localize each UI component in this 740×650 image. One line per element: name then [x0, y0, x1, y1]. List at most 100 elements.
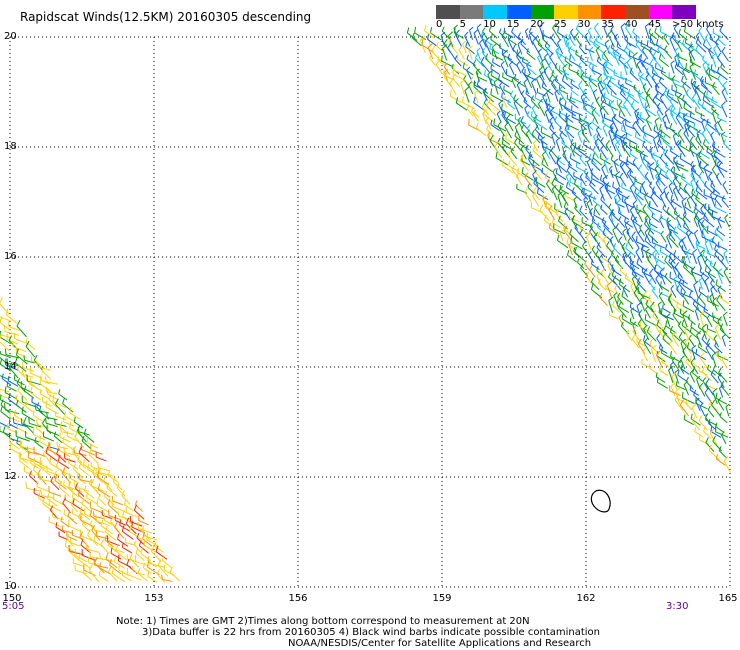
wind-barb [647, 233, 659, 244]
wind-barb [33, 492, 46, 499]
wind-barb [119, 519, 122, 526]
wind-barb [622, 141, 633, 152]
wind-barb [521, 93, 528, 103]
wind-barb [8, 326, 20, 332]
wind-barb [708, 47, 712, 51]
wind-barb [464, 86, 470, 91]
wind-barb [129, 557, 139, 568]
wind-barb [644, 171, 649, 177]
wind-barb [690, 160, 694, 165]
wind-barb [542, 150, 547, 156]
wind-barb [647, 254, 651, 260]
wind-barb [621, 242, 626, 248]
wind-barb [488, 101, 500, 111]
wind-barb [5, 308, 9, 315]
wind-barb [480, 31, 483, 38]
wind-barb [682, 291, 687, 296]
wind-barb [699, 352, 704, 359]
wind-barb [683, 128, 688, 134]
wind-barb [698, 150, 702, 157]
wind-barb [139, 545, 149, 554]
wind-barb [487, 74, 494, 87]
wind-barb [722, 84, 729, 96]
wind-barb [71, 492, 74, 498]
wind-barb [8, 380, 19, 387]
wind-barb [98, 467, 111, 472]
wind-barb [14, 414, 25, 422]
wind-barb [37, 469, 41, 475]
wind-barb [591, 161, 601, 172]
wind-barb [623, 64, 628, 76]
wind-barb [627, 88, 631, 95]
wind-barb [568, 161, 571, 167]
wind-barb [717, 400, 725, 411]
wind-barb [716, 458, 726, 466]
note-line-3: NOAA/NESDIS/Center for Satellite Applica… [288, 638, 592, 649]
wind-barb [490, 88, 493, 95]
wind-barb [686, 229, 690, 234]
wind-barb [515, 118, 527, 125]
wind-barb [584, 260, 587, 265]
wind-barb [661, 313, 674, 321]
wind-barb [698, 420, 709, 431]
wind-barb [669, 339, 673, 345]
wind-barb [700, 272, 705, 277]
wind-barb [62, 497, 66, 504]
wind-barb [667, 94, 679, 104]
wind-barb [59, 426, 62, 432]
wind-barb [96, 470, 100, 477]
wind-barb [677, 145, 686, 157]
wind-barb [618, 278, 622, 285]
wind-barb [682, 70, 688, 81]
wind-barb [595, 250, 599, 256]
wind-barb [96, 505, 110, 513]
wind-barb [681, 319, 685, 326]
wind-barb [659, 123, 662, 130]
wind-barb [722, 355, 726, 360]
wind-barb [645, 93, 651, 98]
wind-barb [590, 168, 594, 174]
wind-barb [629, 182, 635, 189]
wind-barb [472, 64, 482, 75]
wind-barb [603, 92, 606, 97]
wind-barb [712, 52, 717, 57]
wind-barb [546, 88, 551, 93]
scale-swatch-1 [459, 5, 484, 19]
wind-barb [565, 130, 573, 144]
wind-barb [702, 61, 707, 65]
wind-barb [604, 182, 610, 188]
wind-barb [646, 92, 656, 104]
wind-barb [473, 102, 485, 111]
wind-barb [696, 302, 709, 312]
wind-barb [607, 260, 612, 266]
wind-barb [699, 386, 706, 397]
wind-barb [700, 80, 708, 90]
wind-barb [697, 323, 700, 328]
wind-barb [580, 263, 584, 269]
wind-barb [503, 111, 506, 118]
wind-barb [690, 177, 696, 183]
wind-barb [685, 88, 689, 95]
wind-barb [502, 99, 508, 108]
wind-barb [39, 389, 42, 394]
wind-barb [639, 77, 646, 90]
wind-barb [618, 100, 623, 106]
wind-barb [647, 258, 656, 270]
wind-barb [699, 75, 704, 81]
wind-barb [723, 139, 727, 144]
wind-barb [470, 76, 474, 81]
wind-barb [524, 31, 530, 40]
wind-barb [698, 286, 701, 292]
wind-barb [475, 57, 485, 68]
wind-barb [100, 539, 105, 545]
wind-barb [618, 236, 623, 241]
wind-barb [569, 101, 579, 109]
scale-label-7: 35 [601, 19, 614, 30]
wind-barb [718, 450, 728, 459]
wind-barb [670, 203, 678, 215]
wind-barb [671, 336, 680, 347]
wind-barb [674, 47, 679, 51]
wind-barb [685, 399, 688, 404]
wind-barb [619, 283, 631, 293]
wind-barb [682, 351, 691, 362]
